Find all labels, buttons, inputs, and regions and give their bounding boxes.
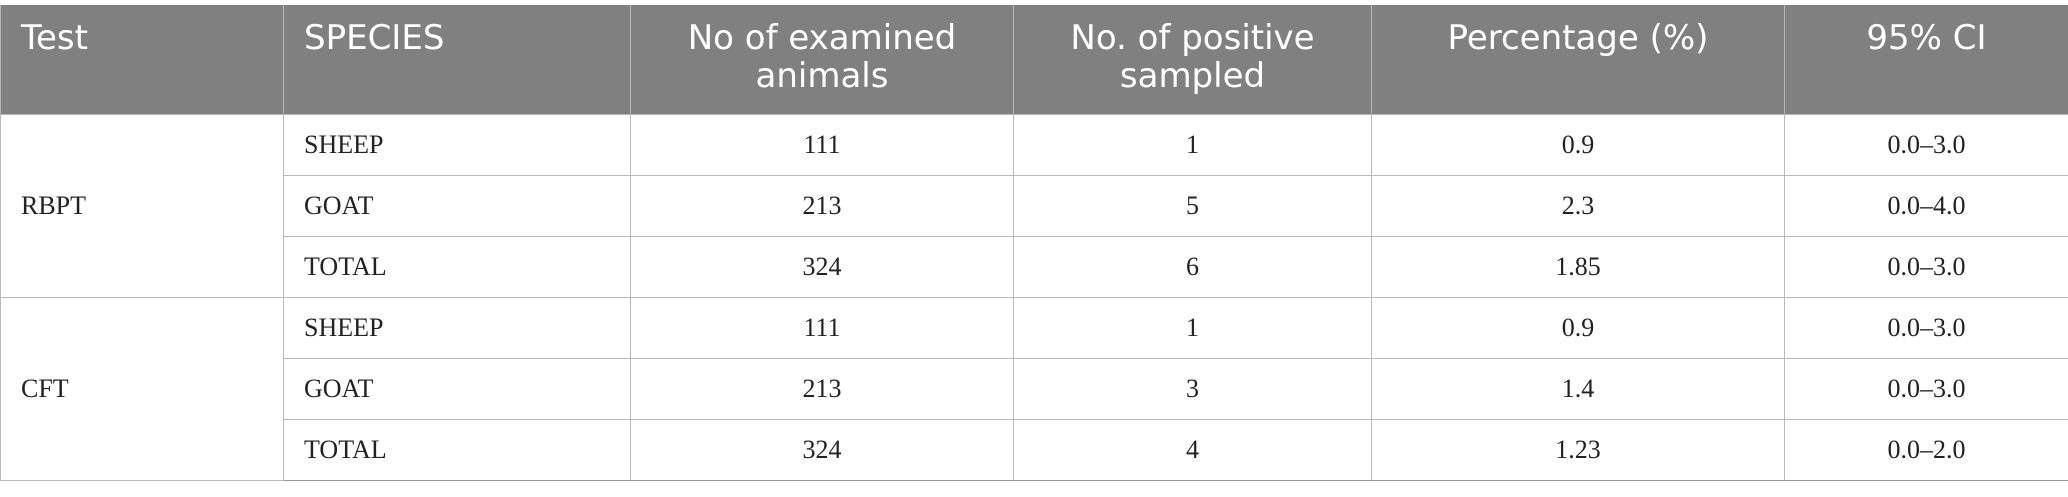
percentage-cell: 1.4	[1371, 357, 1785, 420]
examined-cell: 111	[630, 113, 1014, 176]
test-cell: CFT	[0, 296, 284, 481]
examined-cell: 324	[630, 418, 1014, 481]
percentage-cell: 0.9	[1371, 296, 1785, 359]
column-header-percentage: Percentage (%)	[1371, 5, 1785, 114]
examined-cell: 213	[630, 174, 1014, 237]
positive-cell: 1	[1013, 113, 1372, 176]
table-row: RBPT SHEEP 111 1 0.9 0.0–3.0	[0, 113, 2068, 298]
positive-cell: 5	[1013, 174, 1372, 237]
column-header-ci: 95% CI	[1784, 5, 2068, 114]
species-cell: GOAT	[283, 357, 631, 420]
table-row: GOAT 213 3 1.4 0.0–3.0	[1, 357, 2068, 420]
percentage-cell: 0.9	[1371, 113, 1785, 176]
table-row: TOTAL 324 6 1.85 0.0–3.0	[1, 235, 2068, 298]
table-row: CFT SHEEP 111 1 0.9 0.0–3.0	[0, 296, 2068, 481]
percentage-cell: 1.85	[1371, 235, 1785, 298]
species-cell: TOTAL	[283, 235, 631, 298]
percentage-cell: 2.3	[1371, 174, 1785, 237]
results-table: Test SPECIES No of examined animals No. …	[0, 5, 2068, 481]
table-row: GOAT 213 5 2.3 0.0–4.0	[1, 174, 2068, 237]
column-header-positive: No. of positive sampled	[1013, 5, 1372, 114]
examined-cell: 324	[630, 235, 1014, 298]
positive-cell: 4	[1013, 418, 1372, 481]
species-cell: SHEEP	[283, 296, 631, 359]
table-body: RBPT SHEEP 111 1 0.9 0.0–3.0 GOAT 213 5 …	[0, 113, 2068, 481]
positive-cell: 1	[1013, 296, 1372, 359]
ci-cell: 0.0–3.0	[1784, 357, 2068, 420]
ci-cell: 0.0–3.0	[1784, 296, 2068, 359]
header-row: Test SPECIES No of examined animals No. …	[0, 5, 2068, 114]
ci-cell: 0.0–3.0	[1784, 113, 2068, 176]
positive-cell: 3	[1013, 357, 1372, 420]
species-cell: SHEEP	[283, 113, 631, 176]
ci-cell: 0.0–3.0	[1784, 235, 2068, 298]
test-cell: RBPT	[0, 113, 284, 298]
column-header-examined: No of examined animals	[630, 5, 1014, 114]
species-cell: GOAT	[283, 174, 631, 237]
species-cell: TOTAL	[283, 418, 631, 481]
column-header-test: Test	[0, 5, 284, 114]
positive-cell: 6	[1013, 235, 1372, 298]
ci-cell: 0.0–2.0	[1784, 418, 2068, 481]
column-header-species: SPECIES	[283, 5, 631, 114]
table-row: TOTAL 324 4 1.23 0.0–2.0	[1, 418, 2068, 481]
examined-cell: 213	[630, 357, 1014, 420]
ci-cell: 0.0–4.0	[1784, 174, 2068, 237]
table-header: Test SPECIES No of examined animals No. …	[0, 5, 2068, 114]
percentage-cell: 1.23	[1371, 418, 1785, 481]
examined-cell: 111	[630, 296, 1014, 359]
